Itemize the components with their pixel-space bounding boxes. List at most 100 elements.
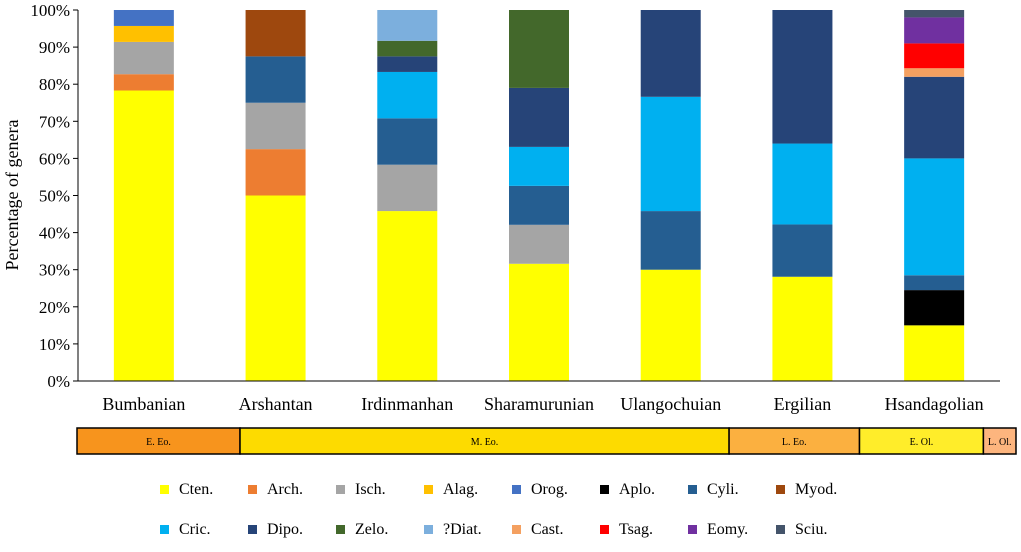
- x-category-label: Ulangochuian: [620, 394, 721, 414]
- bar-segment-arshantan-cten: [245, 195, 306, 381]
- legend-swatch: [600, 485, 609, 494]
- legend-label: Isch.: [355, 481, 386, 498]
- bar-segment-sharamurunian-cyli: [509, 185, 569, 225]
- legend-swatch: [160, 525, 169, 534]
- legend-label: Zelo.: [355, 521, 388, 538]
- epoch-band-segment: [239, 427, 730, 455]
- bar-segment-bumbanian-orog: [113, 10, 174, 26]
- bar-segment-ergilian-cten: [772, 276, 833, 381]
- x-category-label: Hsandagolian: [885, 394, 984, 414]
- y-tick-label: 90%: [39, 38, 70, 57]
- y-axis-title: Percentage of genera: [2, 120, 22, 271]
- bar-segment-ergilian-cric: [772, 143, 833, 225]
- x-category-label: Irdinmanhan: [361, 394, 453, 414]
- y-tick-label: 80%: [39, 75, 70, 94]
- legend-swatch: [688, 525, 697, 534]
- bar-segment-ergilian-cyli: [772, 224, 833, 277]
- legend-swatch: [776, 525, 785, 534]
- legend-label: Aplo.: [619, 481, 655, 498]
- legend-swatch: [336, 525, 345, 534]
- bar-segment-hsandagolian-cast: [904, 68, 965, 77]
- legend-swatch: [512, 485, 521, 494]
- epoch-band-label: M. Eo.: [471, 437, 499, 448]
- legend-swatch: [248, 485, 257, 494]
- bar-segment-bumbanian-arch: [113, 74, 174, 91]
- legend-swatch: [688, 485, 697, 494]
- x-category-label: Sharamurunian: [484, 394, 594, 414]
- bar-segment-hsandagolian-cric: [904, 158, 965, 276]
- bar-segment-bumbanian-alag: [113, 25, 174, 42]
- legend-swatch: [512, 525, 521, 534]
- bar-segment-sharamurunian-isch: [509, 224, 569, 264]
- bar-segment-irdinmanhan-cric: [377, 71, 438, 119]
- legend-label: Sciu.: [795, 521, 827, 538]
- legend-label: Tsag.: [619, 521, 653, 538]
- epoch-band-label: E. Ol.: [910, 437, 934, 448]
- bar-segment-sharamurunian-zelo: [509, 10, 569, 88]
- legend-label: Eomy.: [707, 521, 748, 538]
- bar-segment-irdinmanhan-cyli: [377, 118, 438, 165]
- bar-segment-hsandagolian-dipo: [904, 76, 965, 159]
- y-tick-label: 20%: [39, 298, 70, 317]
- bar-segment-hsandagolian-cyli: [904, 275, 965, 291]
- bar-segment-arshantan-myod: [245, 10, 306, 57]
- y-tick-label: 10%: [39, 335, 70, 354]
- bar-segment-sharamurunian-cten: [509, 263, 569, 381]
- bar-segment-hsandagolian-tsag: [904, 43, 965, 69]
- bar-segment-ulangochuian-cten: [640, 269, 701, 381]
- bar-segment-ulangochuian-dipo: [640, 10, 701, 97]
- legend-swatch: [776, 485, 785, 494]
- legend-label: Cyli.: [707, 481, 739, 498]
- epoch-band-label: L. Ol.: [988, 437, 1012, 448]
- legend-swatch: [336, 485, 345, 494]
- bar-segment-irdinmanhan-cten: [377, 211, 438, 381]
- epoch-band-label: L. Eo.: [782, 437, 807, 448]
- bar-segment-arshantan-cyli: [245, 56, 306, 103]
- bar-segment-arshantan-arch: [245, 149, 306, 196]
- bar-segment-irdinmanhan-dipo: [377, 56, 438, 72]
- legend-label: Orog.: [531, 481, 568, 498]
- bar-segment-hsandagolian-eomy: [904, 17, 965, 44]
- bar-segment-hsandagolian-cten: [904, 325, 965, 381]
- legend-label: Myod.: [795, 481, 837, 498]
- x-category-label: Arshantan: [239, 394, 313, 414]
- epoch-band-segment: [728, 427, 861, 455]
- bar-segment-irdinmanhan-diat: [377, 10, 438, 41]
- x-category-label: Bumbanian: [102, 394, 185, 414]
- legend-swatch: [600, 525, 609, 534]
- x-category-label: Ergilian: [774, 394, 832, 414]
- legend-swatch: [160, 485, 169, 494]
- bar-segment-sharamurunian-dipo: [509, 87, 569, 147]
- y-tick-label: 100%: [30, 1, 70, 20]
- legend-label: Dipo.: [267, 521, 303, 538]
- bar-segment-ulangochuian-cric: [640, 96, 701, 212]
- y-tick-label: 30%: [39, 261, 70, 280]
- bar-segment-sharamurunian-cric: [509, 146, 569, 186]
- bar-segment-arshantan-isch: [245, 102, 306, 150]
- y-tick-label: 0%: [47, 372, 70, 391]
- bar-segment-ulangochuian-cyli: [640, 211, 701, 270]
- legend-label: Alag.: [443, 481, 478, 498]
- bar-segment-irdinmanhan-isch: [377, 164, 438, 212]
- y-tick-label: 40%: [39, 224, 70, 243]
- bar-segment-ergilian-dipo: [772, 10, 833, 144]
- legend-label: ?Diat.: [443, 521, 482, 538]
- legend-label: Cric.: [179, 521, 211, 538]
- bar-segment-bumbanian-cten: [113, 90, 174, 381]
- legend-label: Cast.: [531, 521, 563, 538]
- y-tick-label: 50%: [39, 187, 70, 206]
- legend-label: Arch.: [267, 481, 303, 498]
- bar-segment-hsandagolian-sciu: [904, 10, 965, 18]
- y-tick-label: 60%: [39, 149, 70, 168]
- bar-segment-irdinmanhan-zelo: [377, 40, 438, 57]
- y-tick-label: 70%: [39, 112, 70, 131]
- legend-swatch: [424, 525, 433, 534]
- epoch-band-segment: [982, 427, 1017, 455]
- legend-swatch: [424, 485, 433, 494]
- bar-segment-bumbanian-isch: [113, 41, 174, 75]
- legend-swatch: [248, 525, 257, 534]
- epoch-band-segment: [858, 427, 985, 455]
- bar-segment-hsandagolian-aplo: [904, 290, 965, 326]
- epoch-band-label: E. Eo.: [146, 437, 171, 448]
